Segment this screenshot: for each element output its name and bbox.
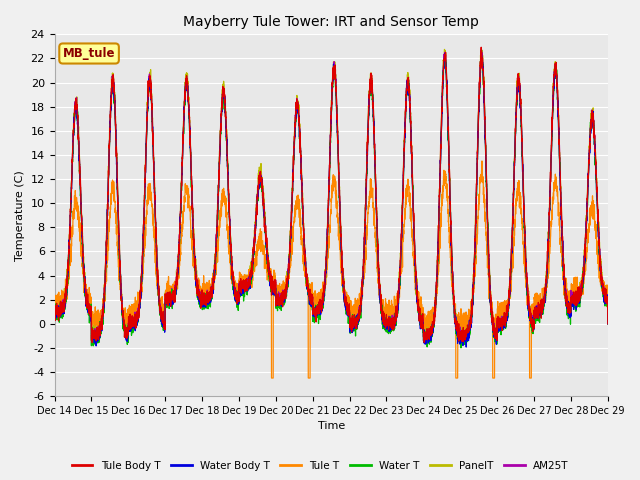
- X-axis label: Time: Time: [317, 421, 345, 432]
- Y-axis label: Temperature (C): Temperature (C): [15, 170, 25, 261]
- Title: Mayberry Tule Tower: IRT and Sensor Temp: Mayberry Tule Tower: IRT and Sensor Temp: [183, 15, 479, 29]
- Text: MB_tule: MB_tule: [63, 47, 115, 60]
- Legend: Tule Body T, Water Body T, Tule T, Water T, PanelT, AM25T: Tule Body T, Water Body T, Tule T, Water…: [67, 456, 573, 475]
